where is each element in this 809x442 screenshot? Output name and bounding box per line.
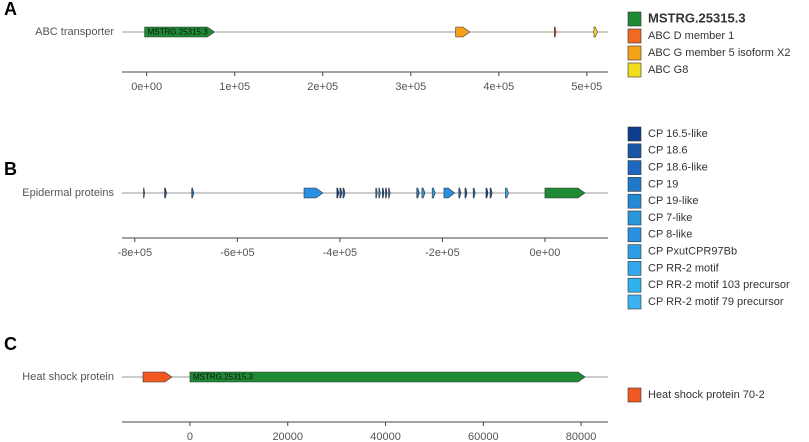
legend-label: CP 19-like — [648, 195, 699, 207]
legend-label: CP RR-2 motif 103 precursor — [648, 279, 790, 291]
x-tick-label: 2e+05 — [307, 81, 338, 93]
track-label: ABC transporter — [35, 26, 114, 38]
gene-arrow — [485, 187, 489, 199]
gene-arrow — [489, 187, 493, 199]
legend-swatch — [627, 28, 642, 44]
legend-label: CP 7-like — [648, 212, 692, 224]
legend-label: CP RR-2 motif 79 precursor — [648, 296, 784, 308]
legend-swatch — [627, 143, 642, 159]
x-tick-label: -8e+05 — [118, 247, 153, 259]
gene-arrow — [342, 187, 346, 199]
x-tick-label: -6e+05 — [220, 247, 255, 259]
legend-swatch — [627, 45, 642, 61]
legend-swatch — [627, 62, 642, 78]
legend-swatch — [627, 11, 642, 27]
legend-swatch — [627, 387, 642, 403]
panel-letter: C — [4, 334, 17, 354]
legend-label: CP RR-2 motif — [648, 262, 720, 274]
legend-label: CP 16.5-like — [648, 128, 708, 140]
panel-letter: B — [4, 159, 17, 179]
legend-label: CP 18.6 — [648, 145, 688, 157]
x-tick-label: 0e+00 — [131, 81, 162, 93]
gene-arrow — [553, 26, 557, 38]
legend-swatch — [627, 277, 642, 293]
gene-label: MSTRG.25315.3 — [193, 373, 254, 382]
track-label: Heat shock protein — [22, 371, 114, 383]
gene-arrow — [421, 187, 426, 199]
track-label: Epidermal proteins — [22, 187, 114, 199]
legend-swatch — [627, 126, 642, 142]
legend-swatch — [627, 261, 642, 276]
gene-arrow — [164, 187, 167, 199]
gene-arrow — [375, 187, 378, 199]
legend-label: ABC G member 5 isoform X2 — [648, 47, 790, 59]
legend-swatch — [627, 160, 642, 175]
gene-arrow — [143, 187, 145, 199]
x-tick-label: 0 — [187, 431, 193, 442]
gene-arrow — [593, 26, 598, 38]
legend-swatch — [627, 244, 642, 259]
legend-label: ABC G8 — [648, 64, 688, 76]
x-tick-label: 1e+05 — [219, 81, 250, 93]
legend-label: MSTRG.25315.3 — [648, 10, 746, 25]
legend-swatch — [627, 227, 642, 243]
x-tick-label: -4e+05 — [323, 247, 358, 259]
x-tick-label: 80000 — [566, 431, 597, 442]
gene-label: MSTRG.25315.3 — [148, 28, 209, 37]
gene-arrow — [378, 187, 381, 199]
legend-swatch — [627, 210, 642, 226]
legend-swatch — [627, 294, 642, 310]
gene-arrow — [431, 187, 436, 199]
panel-letter: A — [4, 0, 17, 19]
x-tick-label: 40000 — [370, 431, 401, 442]
gene-arrow — [464, 187, 468, 199]
legend-swatch — [627, 177, 642, 192]
gene-arrow — [544, 187, 586, 199]
legend-label: Heat shock protein 70-2 — [648, 389, 765, 401]
gene-arrow — [472, 187, 476, 199]
x-tick-label: -2e+05 — [425, 247, 460, 259]
gene-arrow — [416, 187, 420, 199]
gene-arrow — [303, 187, 324, 199]
gene-arrow — [339, 187, 343, 199]
gene-arrow — [189, 371, 586, 383]
x-tick-label: 60000 — [468, 431, 499, 442]
legend-label: ABC D member 1 — [648, 30, 734, 42]
gene-arrow — [382, 187, 385, 199]
x-tick-label: 5e+05 — [571, 81, 602, 93]
gene-arrow — [455, 26, 471, 38]
gene-arrow — [191, 187, 195, 199]
legend-label: CP 18.6-like — [648, 162, 708, 174]
x-tick-label: 3e+05 — [395, 81, 426, 93]
gene-arrow — [458, 187, 462, 199]
legend-label: CP 19 — [648, 178, 678, 190]
x-tick-label: 4e+05 — [483, 81, 514, 93]
gene-arrow — [443, 187, 456, 199]
gene-arrow — [388, 187, 391, 199]
gene-arrow — [142, 371, 173, 383]
x-tick-label: 0e+00 — [529, 247, 560, 259]
gene-arrow — [336, 187, 340, 199]
x-tick-label: 20000 — [272, 431, 303, 442]
gene-arrow — [144, 26, 215, 38]
legend-label: CP 8-like — [648, 229, 692, 241]
gene-arrow — [505, 187, 509, 199]
legend-label: CP PxutCPR97Bb — [648, 246, 737, 258]
gene-arrow — [385, 187, 388, 199]
legend-swatch — [627, 193, 642, 209]
